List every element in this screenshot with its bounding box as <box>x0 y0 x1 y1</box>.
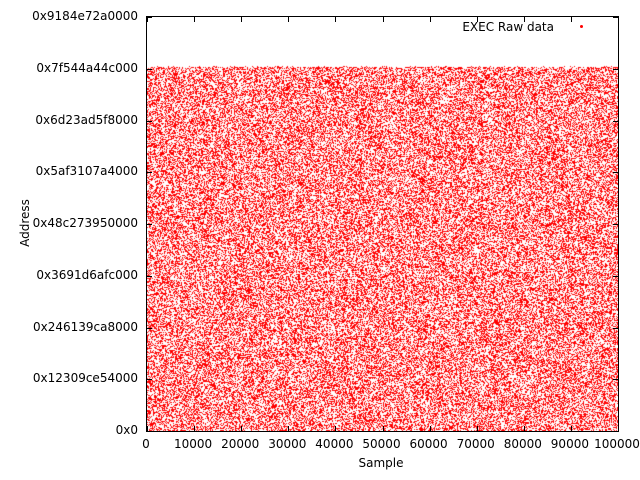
x-tick-mark <box>618 17 619 22</box>
y-tick-mark <box>147 121 152 122</box>
x-tick-label: 60000 <box>409 437 448 451</box>
x-tick-mark <box>430 426 431 431</box>
y-tick-label: 0x3691d6afc000 <box>36 267 138 282</box>
x-tick-mark <box>147 17 148 22</box>
y-tick-label: 0x246139ca8000 <box>32 319 138 334</box>
x-tick-mark <box>288 426 289 431</box>
y-tick-label: 0x0 <box>115 423 138 437</box>
y-tick-label: 0x48c273950000 <box>32 216 138 230</box>
y-tick-mark <box>147 17 152 18</box>
x-tick-label: 10000 <box>174 437 213 451</box>
y-tick-mark <box>147 431 152 432</box>
y-tick-mark <box>147 276 152 277</box>
x-tick-label: 80000 <box>503 437 542 451</box>
y-tick-mark <box>147 379 152 380</box>
x-tick-mark <box>194 426 195 431</box>
legend-label: EXEC Raw data <box>462 20 554 34</box>
y-tick-mark <box>147 172 152 173</box>
y-tick-mark <box>613 431 618 432</box>
y-tick-label: 0x5af3107a4000 <box>35 164 138 179</box>
x-tick-mark <box>147 426 148 431</box>
x-tick-mark <box>335 17 336 22</box>
x-tick-label: 90000 <box>550 437 589 451</box>
y-tick-mark <box>613 17 618 18</box>
plot-area <box>146 16 619 432</box>
y-tick-mark <box>147 69 152 70</box>
y-tick-label: 0x12309ce54000 <box>32 371 138 386</box>
x-tick-mark <box>524 17 525 22</box>
y-tick-mark <box>613 224 618 225</box>
y-tick-label: 0x7f544a44c000 <box>36 60 138 75</box>
x-tick-mark <box>383 426 384 431</box>
x-tick-mark <box>571 426 572 431</box>
y-tick-mark <box>613 379 618 380</box>
x-tick-label: 70000 <box>456 437 495 451</box>
x-tick-mark <box>383 17 384 22</box>
x-tick-label: 0 <box>142 437 150 451</box>
x-tick-label: 30000 <box>268 437 307 451</box>
x-tick-label: 50000 <box>362 437 401 451</box>
y-tick-mark <box>613 328 618 329</box>
x-tick-label: 40000 <box>315 437 354 451</box>
x-tick-mark <box>524 426 525 431</box>
x-tick-label: 20000 <box>221 437 260 451</box>
y-tick-mark <box>147 328 152 329</box>
y-tick-mark <box>613 276 618 277</box>
y-tick-mark <box>613 172 618 173</box>
y-tick-label: 0x6d23ad5f8000 <box>35 112 138 127</box>
x-tick-mark <box>288 17 289 22</box>
x-tick-mark <box>335 426 336 431</box>
y-tick-mark <box>613 69 618 70</box>
y-tick-mark <box>613 121 618 122</box>
scatter-canvas <box>147 17 618 431</box>
y-tick-label: 0x9184e72a0000 <box>32 9 138 23</box>
x-axis-title: Sample <box>358 456 404 470</box>
x-tick-mark <box>194 17 195 22</box>
x-tick-mark <box>477 426 478 431</box>
y-tick-mark <box>147 224 152 225</box>
x-tick-mark <box>571 17 572 22</box>
legend-point-marker <box>580 25 583 28</box>
x-tick-label: 100000 <box>594 437 640 451</box>
x-tick-mark <box>618 426 619 431</box>
x-tick-mark <box>430 17 431 22</box>
x-tick-mark <box>241 17 242 22</box>
x-tick-mark <box>477 17 478 22</box>
x-tick-mark <box>241 426 242 431</box>
